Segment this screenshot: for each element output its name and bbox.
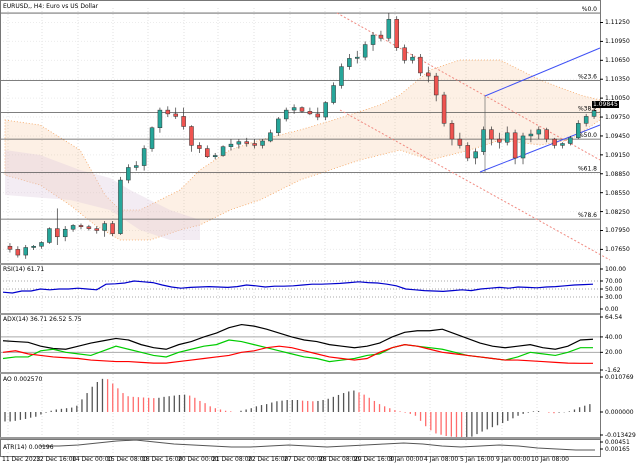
ao-label: AO 0.002570 <box>3 376 43 383</box>
price-tick: 1.10050 <box>605 95 630 103</box>
svg-text:%50.0: %50.0 <box>578 132 597 139</box>
time-tick: 21 Dec 08:00 <box>212 456 253 463</box>
price-tick: 1.10350 <box>605 76 630 84</box>
time-tick: 18 Dec 16:00 <box>142 456 183 463</box>
adx-tick: 64.54 <box>605 314 623 321</box>
time-tick: 5 Jan 16:00 <box>460 456 495 463</box>
rsi-tick: 70.00 <box>605 278 623 285</box>
time-tick: 22 Dec 16:00 <box>248 456 289 463</box>
pane-frames <box>0 0 603 457</box>
rsi-tick: 50.00 <box>605 286 623 293</box>
price-tick: 1.07650 <box>605 246 630 254</box>
atr-tick: 0.00451 <box>605 439 630 446</box>
adx-pane <box>0 323 600 364</box>
candlesticks <box>7 13 597 259</box>
price-tick: 1.10650 <box>605 57 630 65</box>
price-tick: 1.08550 <box>605 189 630 197</box>
svg-text:%38.2: %38.2 <box>578 106 597 113</box>
adx-tick: -1.62 <box>605 367 621 374</box>
time-tick: 14 Dec 00:00 <box>72 456 113 463</box>
price-tick: 1.10950 <box>605 38 630 46</box>
current-price-label: 1.09845 <box>592 101 619 108</box>
time-tick: 10 Jan 08:00 <box>531 456 569 463</box>
adx-tick: 20.00 <box>605 349 623 357</box>
rsi-tick: 100.00 <box>605 266 626 273</box>
time-tick: 3 Jan 00:00 <box>389 456 424 463</box>
atr-pane <box>40 439 595 451</box>
grid <box>0 8 600 455</box>
svg-text:%0.0: %0.0 <box>582 6 597 13</box>
time-tick: 4 Jan 08:00 <box>424 456 459 463</box>
adx-tick: 40.00 <box>605 333 623 341</box>
atr-tick: 0.00165 <box>605 446 630 453</box>
time-tick: 29 Dec 16:00 <box>354 456 395 463</box>
chart-title: EURUSD,, H4: Euro vs US Dollar <box>3 3 99 10</box>
price-tick: 1.08250 <box>605 208 630 216</box>
time-tick: 20 Dec 00:00 <box>178 456 219 463</box>
price-tick: 1.07950 <box>605 227 630 235</box>
time-tick: 9 Jan 00:00 <box>496 456 531 463</box>
rsi-label: RSI(14) 61.71 <box>3 266 45 273</box>
time-tick: 11 Dec 2023 <box>2 456 41 463</box>
ao-pane <box>4 378 591 439</box>
ao-tick: 0.010769 <box>605 374 634 381</box>
time-tick: 28 Dec 08:00 <box>319 456 360 463</box>
price-tick: 1.09150 <box>605 151 630 159</box>
ao-tick: 0.000000 <box>605 409 634 416</box>
time-tick: 12 Dec 16:00 <box>36 456 77 463</box>
price-tick: 1.11250 <box>605 19 630 27</box>
svg-text:%78.6: %78.6 <box>578 212 597 219</box>
price-tick: 1.08850 <box>605 170 630 178</box>
adx-label: ADX(14) 36.71 26.52 5.75 <box>3 316 82 323</box>
price-tick: 1.09450 <box>605 132 630 140</box>
ao-tick: -0.013429 <box>605 432 636 439</box>
svg-text:%23.6: %23.6 <box>578 73 597 80</box>
rsi-pane <box>0 280 600 298</box>
atr-label: ATR(14) 0.00196 <box>3 444 54 451</box>
time-tick: 15 Dec 08:00 <box>107 456 148 463</box>
price-tick: 1.09750 <box>605 114 630 122</box>
svg-text:%61.8: %61.8 <box>578 166 597 173</box>
rsi-tick: 0.00 <box>605 306 619 313</box>
fibonacci-levels: %0.0 %23.6 %38.2 %50.0 %61.8 %78.6 <box>0 6 600 220</box>
ichimoku-cloud <box>4 59 601 241</box>
rsi-tick: 30.00 <box>605 294 623 301</box>
time-tick: 27 Dec 00:00 <box>284 456 325 463</box>
